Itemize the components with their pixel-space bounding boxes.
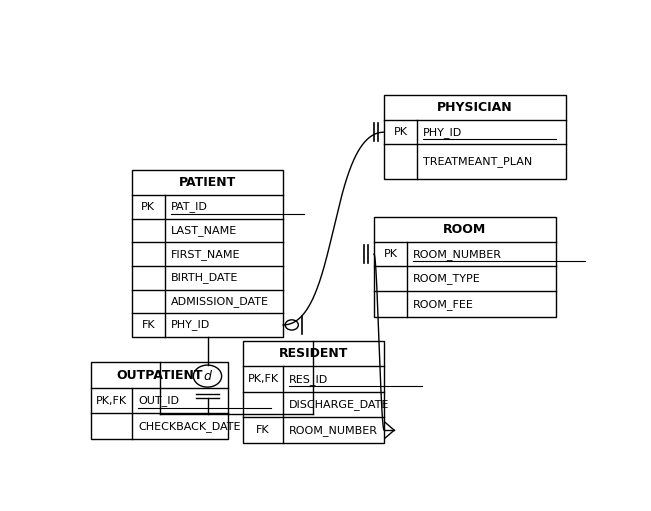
Text: LAST_NAME: LAST_NAME: [171, 225, 237, 236]
Text: d: d: [204, 369, 212, 383]
Text: TREATMEANT_PLAN: TREATMEANT_PLAN: [423, 156, 532, 167]
Text: PHY_ID: PHY_ID: [423, 127, 462, 137]
Text: PK,FK: PK,FK: [96, 396, 127, 406]
Bar: [374, 217, 555, 317]
Text: PHY_ID: PHY_ID: [171, 319, 210, 331]
Text: RES_ID: RES_ID: [289, 374, 329, 384]
Text: ROOM_FEE: ROOM_FEE: [413, 299, 474, 310]
Text: PAT_ID: PAT_ID: [171, 201, 208, 213]
Text: ROOM_TYPE: ROOM_TYPE: [413, 273, 480, 284]
Text: PK: PK: [383, 249, 397, 259]
Text: PK: PK: [393, 127, 408, 137]
Text: CHECKBACK_DATE: CHECKBACK_DATE: [138, 421, 240, 432]
Text: ROOM_NUMBER: ROOM_NUMBER: [413, 249, 502, 260]
Bar: [384, 95, 566, 179]
Text: PK,FK: PK,FK: [247, 374, 279, 384]
Text: OUT_ID: OUT_ID: [138, 395, 179, 406]
Bar: [132, 170, 283, 337]
Text: FIRST_NAME: FIRST_NAME: [171, 249, 240, 260]
Bar: [91, 362, 228, 439]
Text: FK: FK: [256, 425, 270, 435]
Text: ADMISSION_DATE: ADMISSION_DATE: [171, 296, 269, 307]
Text: RESIDENT: RESIDENT: [279, 347, 348, 360]
Text: PATIENT: PATIENT: [179, 176, 236, 189]
Text: ROOM: ROOM: [443, 223, 486, 236]
Text: PHYSICIAN: PHYSICIAN: [437, 101, 513, 114]
Bar: [243, 341, 384, 443]
Text: PK: PK: [141, 202, 155, 212]
Text: OUTPATIENT: OUTPATIENT: [117, 368, 203, 382]
Text: DISCHARGE_DATE: DISCHARGE_DATE: [289, 399, 389, 410]
Text: ROOM_NUMBER: ROOM_NUMBER: [289, 425, 378, 436]
Text: BIRTH_DATE: BIRTH_DATE: [171, 272, 238, 283]
Text: FK: FK: [141, 320, 155, 330]
